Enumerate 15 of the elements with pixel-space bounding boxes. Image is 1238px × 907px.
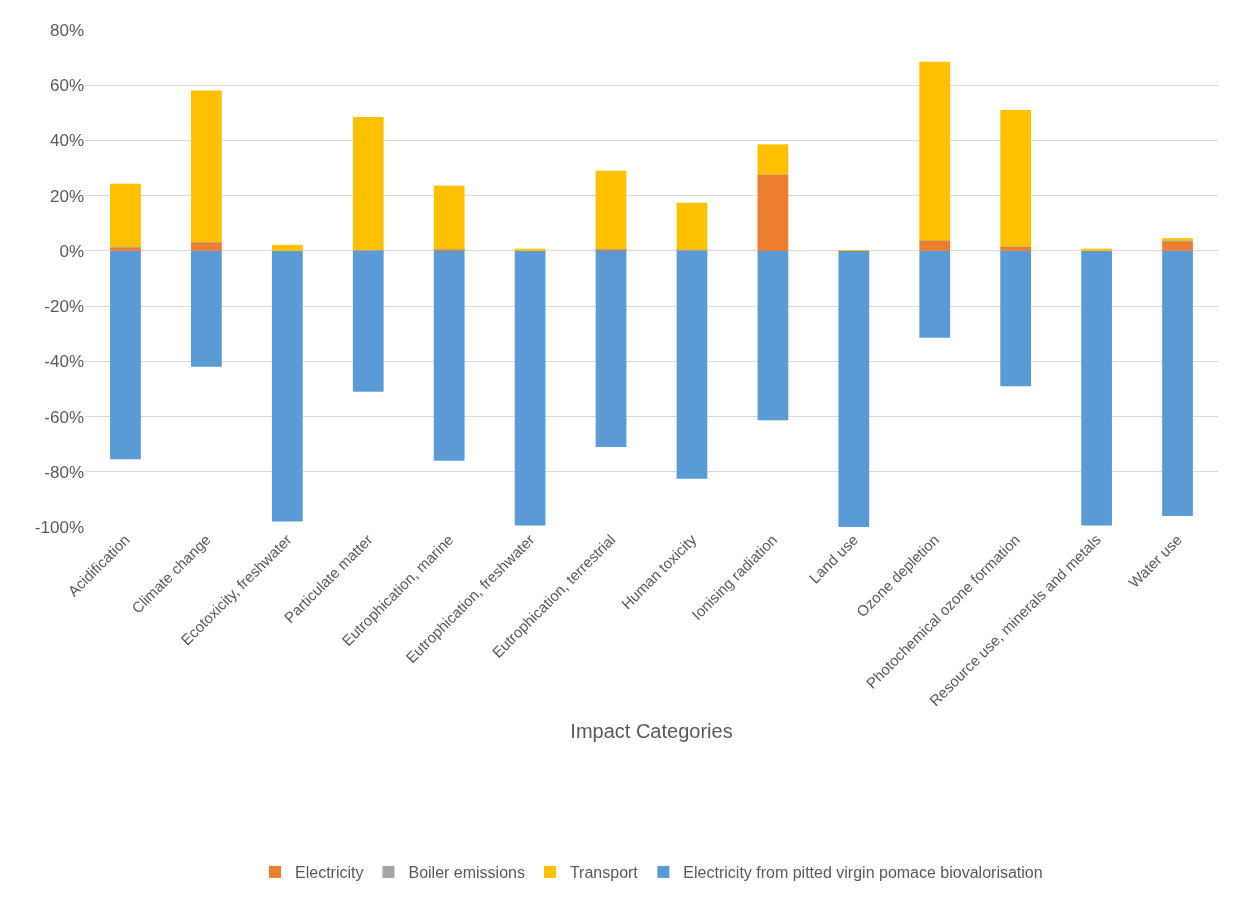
y-tick-label: 0% bbox=[59, 241, 84, 261]
y-tick-label: 60% bbox=[49, 76, 84, 96]
y-tick-label: -80% bbox=[44, 462, 84, 482]
y-tick-label: 20% bbox=[49, 186, 84, 206]
y-tick-label: -60% bbox=[44, 407, 84, 427]
legend-label: Boiler emissions bbox=[408, 864, 525, 882]
y-tick-label: 80% bbox=[49, 20, 84, 40]
x-axis-title: Impact Categories bbox=[570, 719, 733, 742]
legend-label: Electricity bbox=[295, 864, 364, 882]
y-tick-label: -40% bbox=[44, 352, 84, 372]
legend-label: Electricity from pitted virgin pomace biovalorisation bbox=[683, 864, 1043, 882]
y-tick-label: 40% bbox=[49, 131, 84, 151]
y-tick-label: -20% bbox=[44, 297, 84, 317]
y-tick-label: -100% bbox=[34, 517, 84, 537]
legend-label: Transport bbox=[569, 864, 639, 882]
